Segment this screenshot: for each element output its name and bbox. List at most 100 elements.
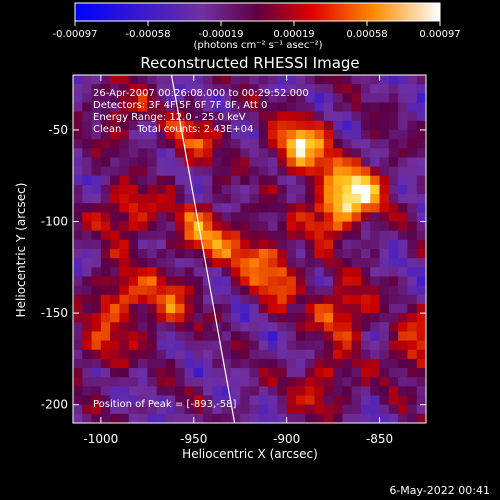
heatmap-cell	[388, 120, 399, 131]
heatmap-cell	[240, 368, 251, 378]
heatmap-cell	[314, 203, 325, 213]
heatmap-cell	[82, 239, 93, 250]
heatmap-cell	[147, 285, 158, 296]
heatmap-cell	[370, 285, 381, 296]
heatmap-cell	[407, 331, 418, 342]
heatmap-cell	[230, 157, 241, 168]
heatmap-cell	[379, 148, 390, 159]
heatmap-cell	[119, 303, 130, 314]
heatmap-cell	[398, 75, 409, 85]
heatmap-cell	[203, 276, 213, 287]
heatmap-cell	[91, 276, 102, 287]
heatmap-cell	[379, 194, 390, 204]
heatmap-cell	[370, 157, 381, 168]
heatmap-cell	[295, 313, 306, 323]
heatmap-cell	[128, 258, 139, 268]
heatmap-cell	[416, 203, 426, 213]
heatmap-cell	[110, 303, 121, 314]
heatmap-cell	[398, 294, 409, 305]
heatmap-cell	[314, 212, 325, 223]
heatmap-cell	[82, 249, 93, 259]
heatmap-cell	[240, 331, 251, 342]
heatmap-cell	[333, 249, 343, 259]
heatmap-cell	[370, 175, 381, 186]
heatmap-cell	[165, 249, 176, 259]
heatmap-cell	[91, 267, 102, 278]
heatmap-cell	[110, 111, 121, 122]
heatmap-cell	[221, 331, 232, 342]
heatmap-cell	[277, 175, 288, 186]
heatmap-cell	[147, 358, 158, 369]
heatmap-cell	[138, 157, 148, 168]
heatmap-cell	[203, 194, 213, 204]
heatmap-cell	[212, 413, 223, 423]
heatmap-cell	[73, 249, 83, 259]
footer-timestamp: 6-May-2022 00:41	[389, 484, 490, 497]
heatmap-cell	[110, 148, 121, 159]
heatmap-cell	[286, 166, 297, 177]
heatmap-cell	[212, 395, 223, 406]
heatmap-cell	[156, 194, 167, 204]
heatmap-cell	[249, 203, 260, 213]
heatmap-cell	[110, 93, 121, 104]
heatmap-cell	[128, 129, 139, 140]
heatmap-cell	[156, 331, 167, 342]
heatmap-cell	[277, 120, 288, 131]
heatmap-cell	[342, 368, 353, 378]
heatmap-cell	[379, 175, 390, 186]
heatmap-cell	[277, 102, 288, 113]
heatmap-cell	[268, 175, 278, 186]
heatmap-cell	[193, 313, 204, 323]
heatmap-cell	[100, 111, 111, 122]
heatmap-cell	[100, 84, 111, 94]
heatmap-cell	[286, 120, 297, 131]
heatmap-cell	[147, 120, 158, 131]
heatmap-cell	[333, 349, 343, 360]
heatmap-cell	[73, 111, 83, 122]
heatmap-cell	[147, 230, 158, 241]
heatmap-cell	[407, 203, 418, 213]
heatmap-cell	[305, 148, 316, 159]
heatmap-cell	[73, 368, 83, 378]
heatmap-cell	[268, 340, 278, 351]
heatmap-cell	[249, 221, 260, 232]
heatmap-cell	[342, 129, 353, 140]
heatmap-cell	[184, 276, 195, 287]
heatmap-cell	[147, 340, 158, 351]
heatmap-cell	[203, 313, 213, 323]
heatmap-cell	[305, 75, 316, 85]
heatmap-cell	[249, 157, 260, 168]
heatmap-cell	[230, 111, 241, 122]
heatmap-cell	[175, 212, 186, 223]
heatmap-cell	[240, 340, 251, 351]
heatmap-cell	[407, 413, 418, 423]
heatmap-cell	[193, 75, 204, 85]
heatmap-cell	[147, 331, 158, 342]
heatmap-cell	[212, 230, 223, 241]
heatmap-cell	[398, 349, 409, 360]
heatmap-cell	[193, 175, 204, 186]
heatmap-cell	[175, 194, 186, 204]
heatmap-cell	[351, 102, 362, 113]
heatmap-cell	[305, 368, 316, 378]
heatmap-cell	[379, 404, 390, 415]
heatmap-cell	[128, 368, 139, 378]
heatmap-cell	[138, 386, 148, 397]
heatmap-cell	[286, 75, 297, 85]
annotation-detectors: Detectors: 3F 4F 5F 6F 7F 8F, Att 0	[93, 100, 267, 111]
heatmap-cell	[360, 331, 371, 342]
heatmap-cell	[184, 377, 195, 387]
heatmap-cell	[193, 239, 204, 250]
heatmap-cell	[258, 303, 269, 314]
heatmap-cell	[342, 386, 353, 397]
heatmap-cell	[175, 322, 186, 333]
heatmap-cell	[230, 395, 241, 406]
heatmap-cell	[91, 166, 102, 177]
heatmap-cell	[128, 175, 139, 186]
heatmap-cell	[165, 129, 176, 140]
heatmap-cell	[295, 111, 306, 122]
heatmap-cell	[342, 212, 353, 223]
heatmap-cell	[314, 313, 325, 323]
heatmap-cell	[249, 313, 260, 323]
heatmap-cell	[110, 349, 121, 360]
